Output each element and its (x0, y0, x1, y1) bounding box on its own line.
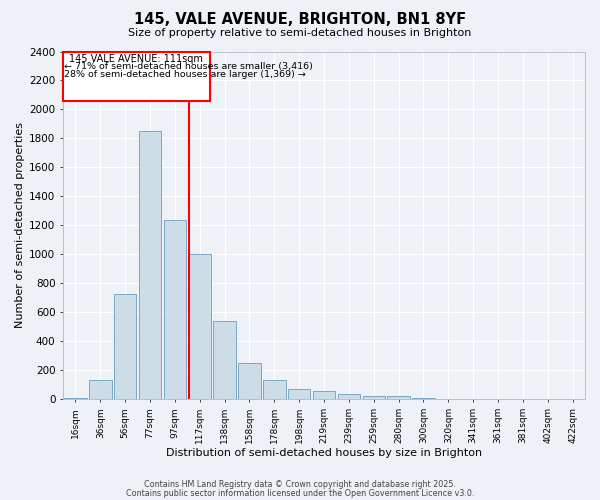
Bar (437, 398, 460, 400)
Bar (238, 363, 260, 400)
X-axis label: Distribution of semi-detached houses by size in Brighton: Distribution of semi-detached houses by … (166, 448, 482, 458)
Bar (412, 398, 434, 400)
Text: Contains public sector information licensed under the Open Government Licence v3: Contains public sector information licen… (126, 488, 474, 498)
Text: 145, VALE AVENUE, BRIGHTON, BN1 8YF: 145, VALE AVENUE, BRIGHTON, BN1 8YF (134, 12, 466, 28)
Bar (64, 398, 86, 400)
Bar (313, 392, 335, 400)
Bar (263, 380, 286, 400)
Text: Size of property relative to semi-detached houses in Brighton: Size of property relative to semi-detach… (128, 28, 472, 38)
FancyBboxPatch shape (63, 52, 209, 101)
Text: ← 71% of semi-detached houses are smaller (3,416): ← 71% of semi-detached houses are smalle… (64, 62, 313, 70)
Bar (288, 389, 310, 400)
Bar (89, 380, 112, 400)
Bar (338, 394, 360, 400)
Text: Contains HM Land Registry data © Crown copyright and database right 2025.: Contains HM Land Registry data © Crown c… (144, 480, 456, 489)
Bar (114, 294, 136, 400)
Bar (214, 321, 236, 400)
Bar (188, 254, 211, 400)
Text: 145 VALE AVENUE: 111sqm: 145 VALE AVENUE: 111sqm (70, 54, 203, 64)
Bar (164, 220, 186, 400)
Bar (388, 396, 410, 400)
Text: 28% of semi-detached houses are larger (1,369) →: 28% of semi-detached houses are larger (… (64, 70, 306, 80)
Bar (139, 131, 161, 400)
Bar (362, 396, 385, 400)
Y-axis label: Number of semi-detached properties: Number of semi-detached properties (15, 122, 25, 328)
